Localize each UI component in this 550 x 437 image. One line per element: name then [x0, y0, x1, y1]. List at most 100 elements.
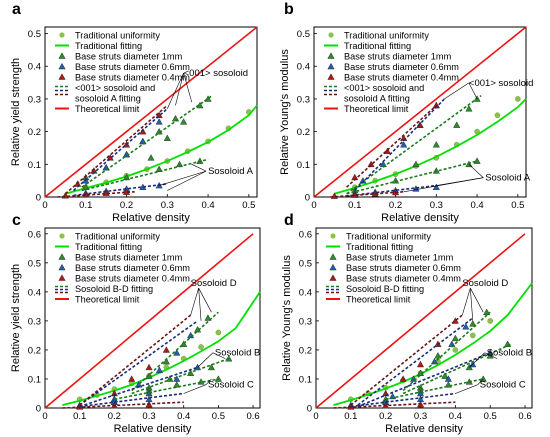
- y-tick-label: 0.1: [28, 374, 41, 385]
- theoretical-limit-line: [44, 26, 258, 198]
- strut-point: [451, 334, 459, 342]
- x-tick-label: 0.2: [389, 200, 402, 211]
- strut-point: [163, 134, 171, 141]
- fitting-dashed-line: [64, 104, 168, 195]
- uniformity-point: [515, 96, 521, 102]
- y-axis-label: Relative yield strength: [10, 264, 22, 372]
- y-tick-label: 0.2: [28, 345, 41, 356]
- legend-label: Base struts diameter 0.6mm: [344, 62, 459, 72]
- legend-symbol: [58, 73, 66, 80]
- strut-point: [432, 183, 440, 190]
- series-11: [346, 184, 437, 197]
- fitting-dashed-line: [131, 357, 230, 395]
- legend-symbol: [329, 253, 337, 260]
- annotation-label: Sosoloid C: [480, 380, 526, 391]
- legend-symbol: [327, 73, 335, 80]
- y-tick-label: 0: [305, 193, 310, 204]
- plot-frame: [44, 227, 261, 409]
- traditional-fitting-curve: [65, 104, 258, 195]
- annotation-leader: [462, 287, 471, 316]
- series-11: [73, 108, 168, 192]
- x-axis-label: Relative density: [114, 423, 192, 435]
- legend-label: Traditional uniformity: [344, 31, 429, 41]
- y-tick-label: 0.5: [28, 29, 41, 40]
- x-axis-label: Relative density: [385, 423, 463, 435]
- fitting-dashed-line: [81, 158, 209, 192]
- y-tick-label: 0.5: [299, 258, 312, 269]
- y-tick-label: 0.4: [28, 62, 41, 73]
- series-2: [416, 308, 491, 376]
- annotation-label: Sosoloid A: [485, 173, 531, 184]
- legend-label: Traditional uniformity: [75, 232, 160, 242]
- fitting-dashed-line: [346, 160, 478, 195]
- uniformity-point: [469, 332, 476, 339]
- legend-label: Base struts diameter 0.4mm: [75, 73, 190, 83]
- series-4: [382, 375, 487, 403]
- x-tick-label: 0.5: [212, 411, 225, 422]
- strut-point: [162, 357, 170, 365]
- strut-point: [139, 128, 147, 135]
- y-tick-label: 0.6: [28, 229, 41, 240]
- y-tick-label: 0.1: [28, 160, 41, 171]
- fitting-dashed-line: [79, 366, 198, 408]
- annotation-leader: [468, 164, 484, 178]
- strut-point: [173, 381, 181, 388]
- legend-label: Traditional uniformity: [346, 232, 431, 242]
- y-tick-label: 0.4: [297, 62, 310, 73]
- y-axis-label: Relative Young's modulus: [279, 49, 291, 175]
- strut-point: [432, 141, 440, 148]
- annotation-leader: [159, 170, 207, 186]
- series-1: [334, 98, 527, 195]
- annotations: <001> sosoloid Sosoloid A: [403, 78, 533, 193]
- traditional-fitting-curve: [333, 282, 533, 406]
- annotation-leader: [190, 287, 199, 316]
- traditional-fitting-curve: [62, 291, 261, 406]
- chart-panel-d: d 0 0.1 0.2 0.3 0.4 0.5 0.6 0 0.1 0.2 0.3 0.4 0.5 0.6 R…: [281, 212, 533, 435]
- strut-point: [399, 375, 407, 382]
- annotation-leader: [470, 287, 484, 313]
- strut-point: [128, 375, 136, 382]
- fitting-dashed-line: [330, 190, 404, 198]
- legend-label: Base struts diameter 0.4mm: [344, 73, 459, 83]
- legend-symbol: [329, 263, 337, 271]
- annotation-leader: [455, 384, 478, 394]
- y-tick-label: 0.3: [28, 316, 41, 327]
- series-10: [81, 158, 209, 192]
- chart-panel-c: c 0 0.1 0.2 0.3 0.4 0.5 0.6 0 0.1 0.2 0.3 0.4 0.5 0.6 R…: [10, 212, 261, 435]
- y-tick-label: 0: [307, 404, 312, 415]
- strut-point: [155, 366, 163, 374]
- uniformity-point: [452, 347, 459, 353]
- series-16: [350, 314, 463, 406]
- strut-point: [453, 121, 461, 128]
- legend-symbol: [58, 263, 66, 271]
- strut-point: [430, 357, 438, 365]
- series-1: [65, 104, 258, 195]
- fitting-dashed-line: [346, 95, 482, 195]
- x-tick-label: 0: [313, 411, 318, 422]
- fitting-dashed-line: [114, 378, 219, 401]
- legend-label: Traditional fitting: [344, 41, 411, 51]
- x-tick-label: 0.2: [379, 411, 392, 422]
- legend-symbol: [58, 274, 66, 281]
- x-tick-label: 0.1: [79, 200, 92, 211]
- legend-symbol: [330, 233, 336, 239]
- fitting-dashed-line: [81, 94, 213, 188]
- x-axis-label: Relative density: [112, 212, 190, 224]
- theoretical-limit-line: [313, 26, 527, 198]
- x-tick-label: 0.2: [120, 200, 133, 211]
- legend-label: Base struts diameter 1mm: [344, 52, 452, 62]
- legend-symbol: [58, 253, 66, 260]
- annotation-leader: [167, 170, 207, 191]
- strut-point: [469, 320, 477, 327]
- series-7: [74, 111, 163, 187]
- series-9: [346, 160, 478, 195]
- legend-label: Traditional uniformity: [75, 31, 160, 41]
- legend-label: Traditional fitting: [346, 242, 413, 252]
- x-tick-label: 0.1: [344, 411, 357, 422]
- strut-point: [180, 118, 188, 125]
- strut-point: [173, 349, 181, 356]
- series-15: [79, 392, 184, 408]
- strut-point: [465, 105, 473, 112]
- legend-label: <001> sosoloid and: [344, 83, 424, 93]
